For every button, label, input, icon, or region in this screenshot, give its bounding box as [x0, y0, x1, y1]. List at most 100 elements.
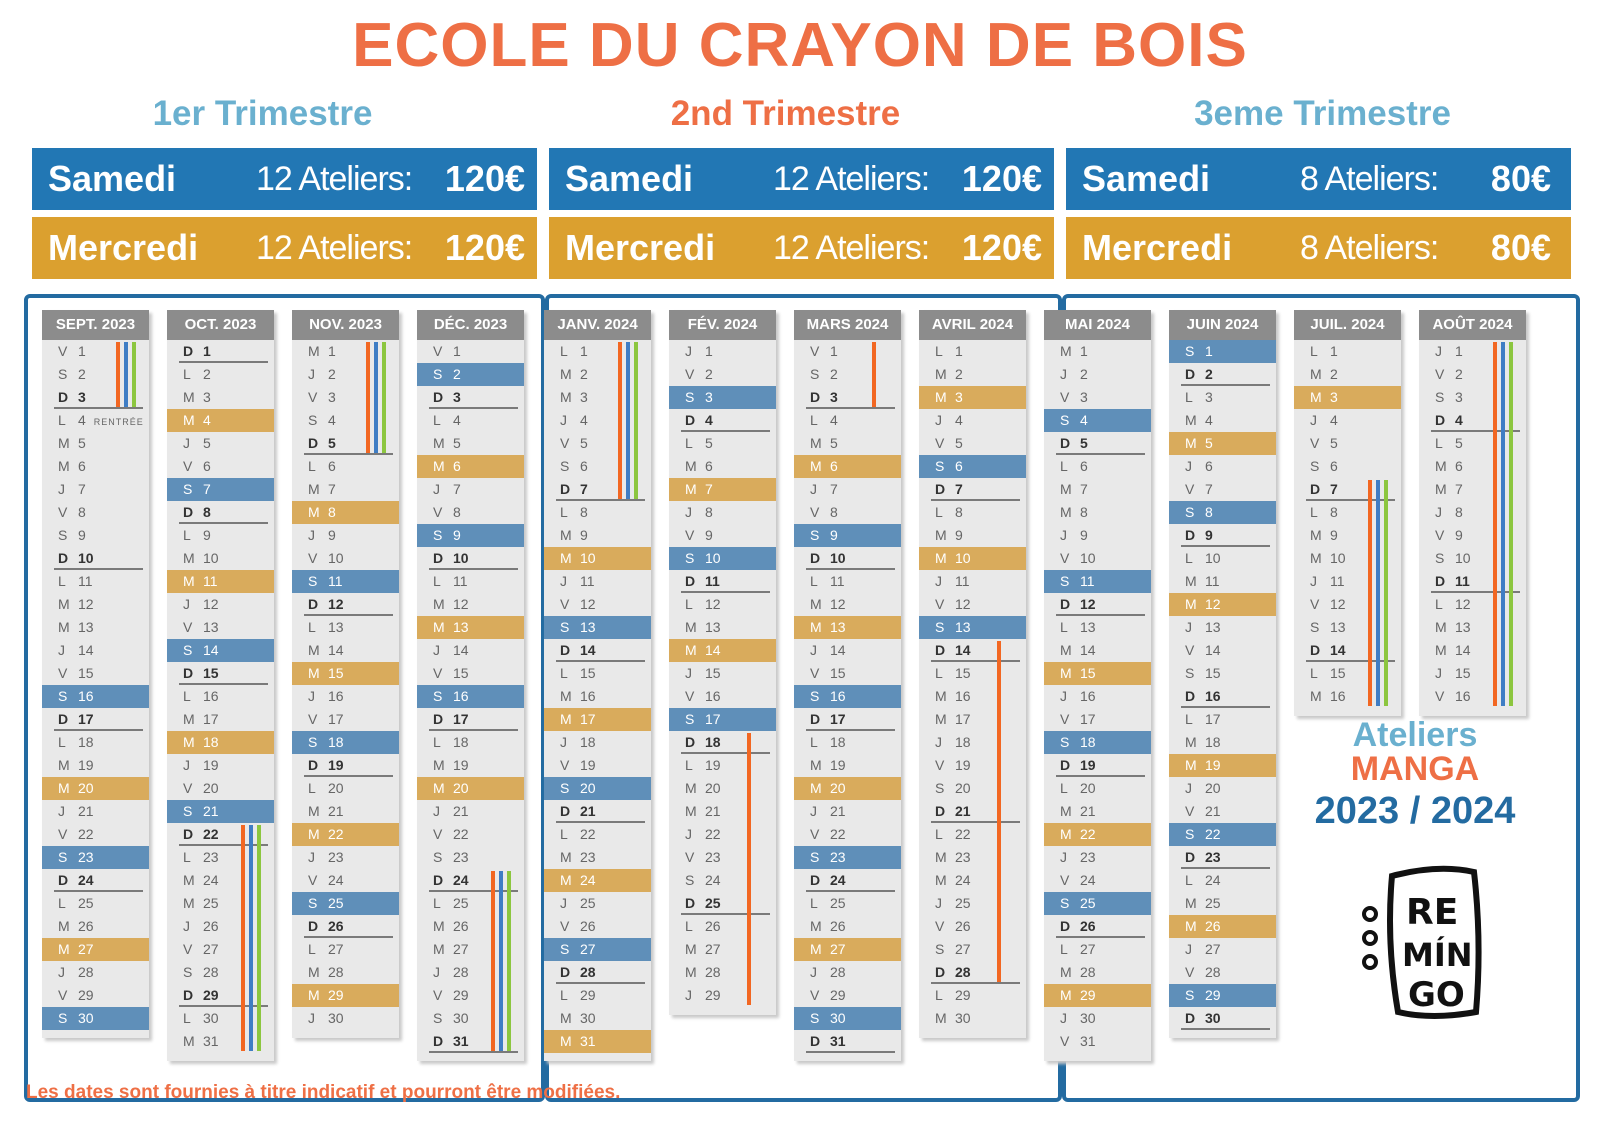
- day-letter: M: [433, 780, 445, 796]
- day-letter: L: [1435, 596, 1443, 612]
- calendar-day: V 14: [1169, 639, 1276, 662]
- day-letter: S: [935, 458, 945, 474]
- day-letter: L: [935, 826, 943, 842]
- calendar-day: D 10: [417, 547, 524, 570]
- calendar-day: M 18: [1169, 731, 1276, 754]
- day-number: 26: [78, 918, 94, 934]
- day-number: 26: [1205, 918, 1221, 934]
- day-letter: M: [935, 849, 947, 865]
- calendar-day: M 13: [42, 616, 149, 639]
- day-number: 11: [328, 573, 343, 589]
- day-letter: M: [685, 964, 697, 980]
- day-number: 21: [203, 803, 219, 819]
- day-number: 12: [1205, 596, 1221, 612]
- calendar-day: M 19: [794, 754, 901, 777]
- calendar-day: V 15: [794, 662, 901, 685]
- day-number: 14: [453, 642, 469, 658]
- calendar-day: M 25: [1169, 892, 1276, 915]
- day-number: 22: [78, 826, 94, 842]
- month-column: SEPT. 2023 V 1 S 2 D 3 L 4 RENTRÉE M 5 M 6 J 7 V 8 S 9 D 10 L 1…: [42, 310, 149, 1038]
- day-number: 9: [78, 527, 86, 543]
- day-letter: S: [810, 688, 820, 704]
- day-letter: L: [1310, 665, 1318, 681]
- day-letter: M: [1435, 481, 1447, 497]
- day-number: 3: [328, 389, 336, 405]
- calendar-day: M 17: [167, 708, 274, 731]
- day-letter: D: [308, 435, 319, 451]
- day-number: 19: [830, 757, 846, 773]
- calendar-day: M 20: [794, 777, 901, 800]
- day-letter: L: [810, 734, 818, 750]
- day-number: 9: [328, 527, 336, 543]
- calendar-day: D 10: [42, 547, 149, 570]
- calendar-day: J 22: [669, 823, 776, 846]
- day-letter: D: [58, 550, 69, 566]
- day-number: 3: [705, 389, 713, 405]
- calendar-day: M 28: [292, 961, 399, 984]
- day-number: 3: [830, 389, 838, 405]
- day-letter: S: [560, 780, 570, 796]
- day-letter: J: [1185, 619, 1192, 635]
- day-number: 8: [955, 504, 963, 520]
- day-number: 26: [1080, 918, 1096, 934]
- day-number: 30: [328, 1010, 344, 1026]
- calendar-day: L 24: [1169, 869, 1276, 892]
- calendar-day: M 10: [544, 547, 651, 570]
- day-number: 2: [328, 366, 336, 382]
- day-letter: M: [685, 619, 697, 635]
- calendar-day: D 22: [167, 823, 274, 846]
- day-letter: D: [560, 803, 571, 819]
- holiday-bar: [507, 871, 511, 1051]
- calendar-day: M 27: [42, 938, 149, 961]
- calendar-day: V 10: [1044, 547, 1151, 570]
- day-number: 8: [78, 504, 86, 520]
- day-letter: S: [183, 803, 193, 819]
- day-number: 29: [203, 987, 219, 1003]
- day-number: 21: [453, 803, 469, 819]
- calendar-day: L 11: [794, 570, 901, 593]
- day-number: 3: [1330, 389, 1338, 405]
- month-header: OCT. 2023: [167, 310, 274, 340]
- day-letter: D: [810, 872, 821, 888]
- day-number: 22: [705, 826, 721, 842]
- month-column: AOÛT 2024 J 1 V 2 S 3 D 4 L 5 M 6 M 7 J 8 V 9 S 10 D 11 L 12 M 13 M…: [1419, 310, 1526, 716]
- day-number: 6: [1205, 458, 1213, 474]
- day-letter: M: [935, 389, 947, 405]
- day-number: 27: [705, 941, 721, 957]
- day-letter: M: [308, 665, 320, 681]
- day-number: 2: [78, 366, 86, 382]
- day-letter: S: [685, 389, 695, 405]
- day-letter: J: [560, 895, 567, 911]
- price-value: 120€: [444, 227, 525, 268]
- day-number: 25: [955, 895, 971, 911]
- day-number: 4: [453, 412, 461, 428]
- day-number: 24: [453, 872, 469, 888]
- day-number: 31: [580, 1033, 596, 1049]
- day-number: 1: [1205, 343, 1213, 359]
- footer-disclaimer: Les dates sont fournies à titre indicati…: [26, 1082, 621, 1103]
- day-number: 18: [328, 734, 344, 750]
- day-number: 19: [203, 757, 219, 773]
- day-number: 10: [580, 550, 596, 566]
- day-number: 12: [580, 596, 596, 612]
- calendar-day: J 27: [1169, 938, 1276, 961]
- day-number: 12: [705, 596, 721, 612]
- day-number: 11: [1080, 573, 1095, 589]
- day-letter: M: [183, 573, 195, 589]
- day-number: 12: [830, 596, 846, 612]
- day-letter: M: [308, 481, 320, 497]
- calendar-day: J 21: [42, 800, 149, 823]
- day-letter: M: [183, 734, 195, 750]
- day-letter: D: [685, 895, 696, 911]
- day-number: 16: [1080, 688, 1096, 704]
- day-number: 4: [1455, 412, 1463, 428]
- day-letter: L: [1310, 504, 1318, 520]
